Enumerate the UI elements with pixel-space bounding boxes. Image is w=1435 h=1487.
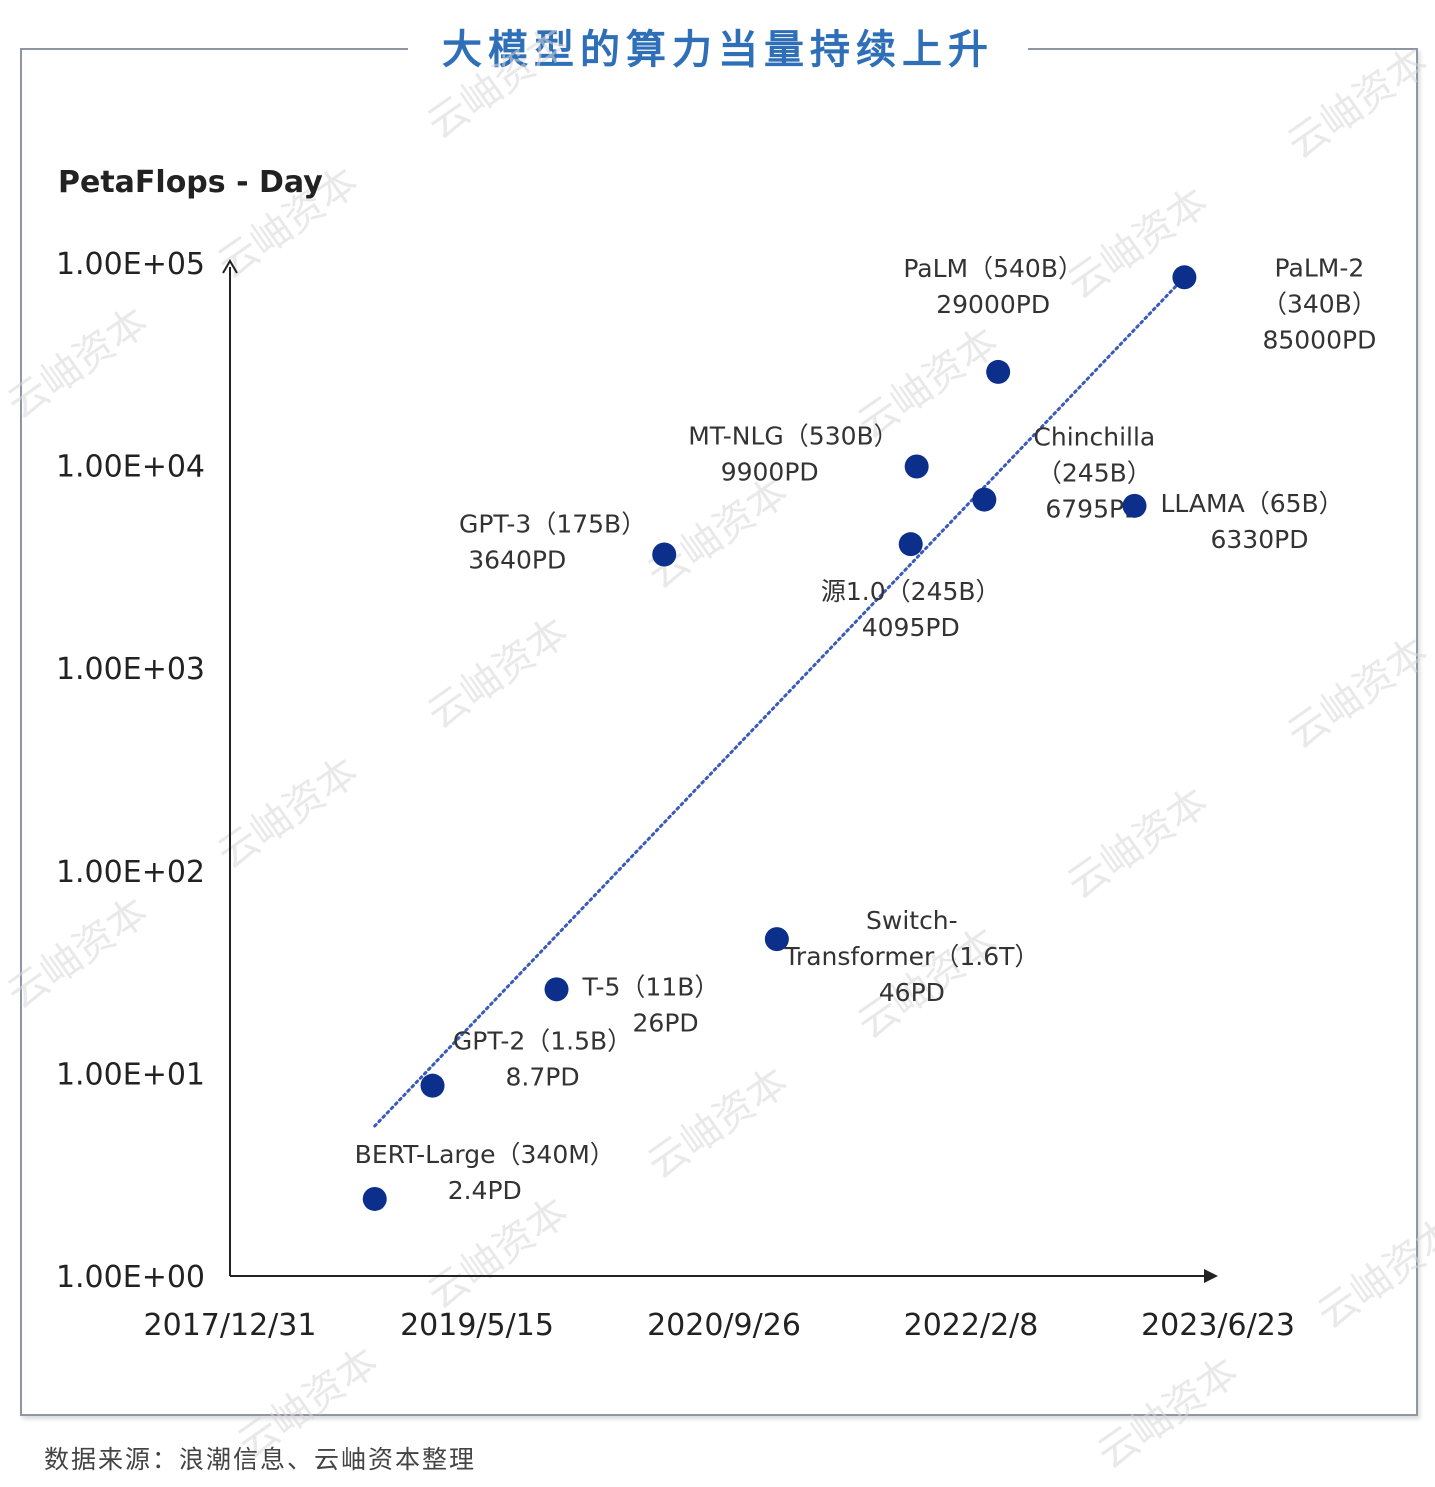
x-tick-label: 2023/6/23 — [1141, 1308, 1295, 1343]
point-label: 源1.0（245B） 4095PD — [821, 577, 1001, 642]
point-label-line: 源1.0（245B） — [821, 577, 1001, 606]
data-point — [764, 927, 789, 952]
data-point — [544, 977, 569, 1002]
y-tick-label: 1.00E+03 — [56, 652, 205, 687]
point-label-line: 46PD — [879, 978, 945, 1007]
y-tick-label: 1.00E+04 — [56, 450, 205, 485]
point-label-line: 4095PD — [862, 613, 960, 642]
point-label-line: 29000PD — [936, 290, 1050, 319]
y-tick-label: 1.00E+01 — [56, 1057, 205, 1092]
watermark-layer: 云岫资本云岫资本云岫资本云岫资本云岫资本云岫资本云岫资本云岫资本云岫资本云岫资本… — [0, 19, 1435, 1478]
point-label: PaLM-2 （340B） 85000PD — [1262, 253, 1377, 354]
y-tick-label: 1.00E+05 — [56, 247, 205, 282]
point-label: T-5（11B） 26PD — [582, 972, 720, 1037]
x-tick-label: 2017/12/31 — [144, 1308, 317, 1343]
point-label-line: PaLM-2 — [1275, 253, 1365, 282]
point-label-line: MT-NLG（530B） — [688, 421, 898, 450]
watermark-text: 云岫资本 — [1059, 179, 1216, 308]
data-point-group: 源1.0（245B） 4095PD — [821, 532, 1001, 642]
trendline-layer — [373, 275, 1186, 1128]
point-label: GPT-3（175B） 3640PD — [459, 510, 646, 575]
point-label-line: 26PD — [633, 1008, 699, 1037]
point-label-line: PaLM（540B） — [903, 254, 1083, 283]
data-point-group: T-5（11B） 26PD — [544, 972, 720, 1037]
point-label-line: 85000PD — [1262, 325, 1376, 354]
watermark-text: 云岫资本 — [419, 19, 576, 148]
axes: PetaFlops - Day 1.00E+00 1.00E+01 1.00E+02 1… — [56, 165, 1295, 1343]
data-point — [362, 1186, 387, 1211]
point-label-line: 2.4PD — [448, 1176, 522, 1205]
point-label-line: BERT-Large（340M） — [355, 1140, 615, 1169]
x-tick-label: 2022/2/8 — [904, 1308, 1039, 1343]
data-point-group: MT-NLG（530B） 9900PD — [688, 421, 929, 486]
point-label-line: T-5（11B） — [582, 972, 720, 1001]
point-label-line: 6330PD — [1211, 525, 1309, 554]
data-point — [904, 454, 929, 479]
data-point-group: Chinchilla （245B） 6795PD — [972, 423, 1155, 524]
data-point-group: BERT-Large（340M） 2.4PD — [355, 1140, 615, 1211]
point-label-line: LLAMA（65B） — [1161, 489, 1344, 518]
data-point — [898, 532, 923, 557]
point-label-line: GPT-2（1.5B） — [453, 1027, 632, 1056]
watermark-text: 云岫资本 — [0, 889, 157, 1018]
point-label-line: Chinchilla — [1033, 423, 1155, 452]
watermark-text: 云岫资本 — [1279, 629, 1435, 758]
data-point-group: GPT-2（1.5B） 8.7PD — [420, 1027, 632, 1098]
data-point-group: Switch- Transformer（1.6T） 46PD — [764, 906, 1039, 1007]
point-label-line: 3640PD — [468, 546, 566, 575]
data-point — [652, 542, 677, 567]
y-axis-label: PetaFlops - Day — [58, 165, 323, 200]
point-label: BERT-Large（340M） 2.4PD — [355, 1140, 615, 1205]
data-point-group: PaLM（540B） 29000PD — [903, 254, 1083, 384]
data-point-group: GPT-3（175B） 3640PD — [459, 510, 677, 575]
y-axis-arrow — [222, 259, 238, 274]
data-point-group: PaLM-2 （340B） 85000PD — [1172, 253, 1377, 354]
point-label-line: Switch- — [866, 906, 958, 935]
point-label: PaLM（540B） 29000PD — [903, 254, 1083, 319]
watermark-text: 云岫资本 — [639, 469, 796, 598]
point-label: Chinchilla （245B） 6795PD — [1033, 423, 1155, 524]
watermark-text: 云岫资本 — [639, 1059, 796, 1188]
point-label: GPT-2（1.5B） 8.7PD — [453, 1027, 632, 1092]
point-label: MT-NLG（530B） 9900PD — [688, 421, 898, 486]
watermark-text: 云岫资本 — [1309, 1209, 1435, 1338]
data-point — [1122, 493, 1147, 518]
watermark-text: 云岫资本 — [1279, 39, 1435, 168]
chart-title: 大模型的算力当量持续上升 — [442, 26, 994, 73]
data-point — [972, 487, 997, 512]
y-tick-label: 1.00E+00 — [56, 1260, 205, 1295]
watermark-text: 云岫资本 — [1059, 779, 1216, 908]
watermark-text: 云岫资本 — [209, 749, 366, 878]
point-label-line: Transformer（1.6T） — [783, 942, 1039, 971]
watermark-text: 云岫资本 — [419, 1189, 576, 1318]
point-label-line: （245B） — [1037, 459, 1152, 488]
point-label-line: GPT-3（175B） — [459, 510, 646, 539]
data-point — [986, 359, 1011, 384]
watermark-text: 云岫资本 — [1089, 1349, 1246, 1478]
point-label-line: 8.7PD — [505, 1063, 579, 1092]
title-background — [408, 22, 1028, 78]
point-label-line: 9900PD — [721, 457, 819, 486]
y-tick-label: 1.00E+02 — [56, 855, 205, 890]
watermark-text: 云岫资本 — [0, 299, 157, 428]
data-point — [1172, 265, 1197, 290]
x-tick-label: 2019/5/15 — [400, 1308, 554, 1343]
data-point-group: LLAMA（65B） 6330PD — [1122, 489, 1344, 554]
data-point — [420, 1073, 445, 1098]
point-label: LLAMA（65B） 6330PD — [1161, 489, 1344, 554]
point-label: Switch- Transformer（1.6T） 46PD — [783, 906, 1039, 1007]
point-label-line: （340B） — [1262, 289, 1377, 318]
watermark-text: 云岫资本 — [419, 609, 576, 738]
x-tick-label: 2020/9/26 — [647, 1308, 801, 1343]
source-note: 数据来源：浪潮信息、云岫资本整理 — [44, 1445, 477, 1474]
x-axis-arrow — [1204, 1269, 1218, 1283]
trend-line — [373, 275, 1186, 1128]
